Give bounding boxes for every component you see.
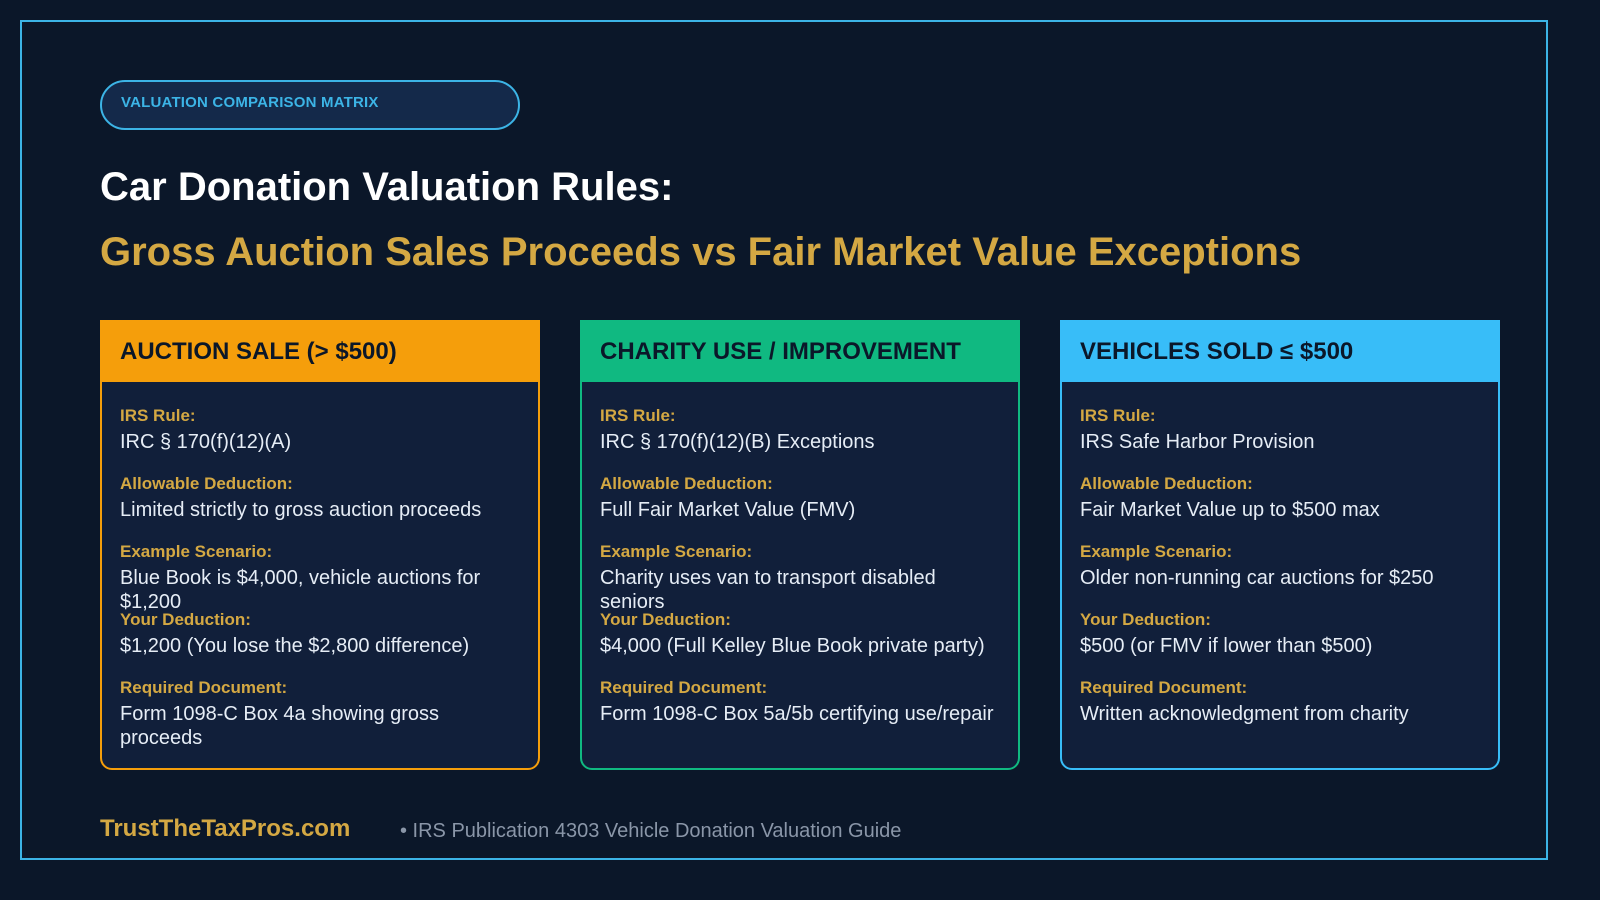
deduction-field: Allowable Deduction: Limited strictly to…	[120, 474, 520, 522]
required-document-value: Written acknowledgment from charity	[1080, 703, 1409, 725]
your-deduction-value: $500 (or FMV if lower than $500)	[1080, 635, 1373, 657]
example-value: Older non-running car auctions for $250	[1080, 567, 1434, 589]
your-deduction-label: Your Deduction:	[600, 610, 731, 629]
required-document-label: Required Document:	[120, 678, 288, 697]
deduction-value: Limited strictly to gross auction procee…	[120, 499, 482, 521]
example-label: Example Scenario:	[1080, 542, 1233, 561]
required-document-value: Form 1098-C Box 4a showing gross proceed…	[120, 703, 440, 749]
irs-rule-label: IRS Rule:	[600, 406, 676, 425]
section-badge: VALUATION COMPARISON MATRIX	[100, 80, 520, 130]
your-deduction-value: $4,000 (Full Kelley Blue Book private pa…	[600, 635, 985, 657]
example-field: Example Scenario: Charity uses van to tr…	[600, 542, 1000, 614]
example-field: Example Scenario: Older non-running car …	[1080, 542, 1480, 590]
card-title: VEHICLES SOLD ≤ $500	[1062, 322, 1498, 382]
example-value: Charity uses van to transport disabled s…	[600, 567, 936, 613]
page-subtitle: Gross Auction Sales Proceeds vs Fair Mar…	[100, 230, 1302, 274]
card-vehicles-under-500: VEHICLES SOLD ≤ $500 IRS Rule: IRS Safe …	[1060, 320, 1500, 770]
irs-rule-field: IRS Rule: IRC § 170(f)(12)(B) Exceptions	[600, 406, 1000, 454]
deduction-label: Allowable Deduction:	[120, 474, 293, 493]
example-field: Example Scenario: Blue Book is $4,000, v…	[120, 542, 520, 614]
irs-rule-value: IRC § 170(f)(12)(A)	[120, 431, 292, 453]
your-deduction-field: Your Deduction: $500 (or FMV if lower th…	[1080, 610, 1480, 658]
required-document-value: Form 1098-C Box 5a/5b certifying use/rep…	[600, 703, 994, 725]
irs-rule-label: IRS Rule:	[1080, 406, 1156, 425]
example-label: Example Scenario:	[600, 542, 753, 561]
irs-rule-field: IRS Rule: IRC § 170(f)(12)(A)	[120, 406, 520, 454]
required-document-label: Required Document:	[1080, 678, 1248, 697]
your-deduction-label: Your Deduction:	[120, 610, 251, 629]
deduction-label: Allowable Deduction:	[1080, 474, 1253, 493]
irs-rule-value: IRC § 170(f)(12)(B) Exceptions	[600, 431, 875, 453]
footer-source: • IRS Publication 4303 Vehicle Donation …	[400, 820, 902, 842]
card-title: AUCTION SALE (> $500)	[102, 322, 538, 382]
page-title: Car Donation Valuation Rules:	[100, 165, 674, 209]
irs-rule-label: IRS Rule:	[120, 406, 196, 425]
your-deduction-value: $1,200 (You lose the $2,800 difference)	[120, 635, 470, 657]
footer-brand: TrustTheTaxPros.com	[100, 815, 351, 842]
card-auction-sale: AUCTION SALE (> $500) IRS Rule: IRC § 17…	[100, 320, 540, 770]
deduction-value: Full Fair Market Value (FMV)	[600, 499, 856, 521]
deduction-field: Allowable Deduction: Full Fair Market Va…	[600, 474, 1000, 522]
required-document-field: Required Document: Form 1098-C Box 5a/5b…	[600, 678, 1000, 726]
example-label: Example Scenario:	[120, 542, 273, 561]
required-document-field: Required Document: Form 1098-C Box 4a sh…	[120, 678, 520, 750]
deduction-value: Fair Market Value up to $500 max	[1080, 499, 1380, 521]
irs-rule-value: IRS Safe Harbor Provision	[1080, 431, 1315, 453]
deduction-field: Allowable Deduction: Fair Market Value u…	[1080, 474, 1480, 522]
card-title: CHARITY USE / IMPROVEMENT	[582, 322, 1018, 382]
required-document-label: Required Document:	[600, 678, 768, 697]
deduction-label: Allowable Deduction:	[600, 474, 773, 493]
irs-rule-field: IRS Rule: IRS Safe Harbor Provision	[1080, 406, 1480, 454]
your-deduction-field: Your Deduction: $1,200 (You lose the $2,…	[120, 610, 520, 658]
slide-frame	[20, 20, 1548, 860]
your-deduction-label: Your Deduction:	[1080, 610, 1211, 629]
example-value: Blue Book is $4,000, vehicle auctions fo…	[120, 567, 481, 613]
required-document-field: Required Document: Written acknowledgmen…	[1080, 678, 1480, 726]
your-deduction-field: Your Deduction: $4,000 (Full Kelley Blue…	[600, 610, 1000, 658]
card-charity-use: CHARITY USE / IMPROVEMENT IRS Rule: IRC …	[580, 320, 1020, 770]
